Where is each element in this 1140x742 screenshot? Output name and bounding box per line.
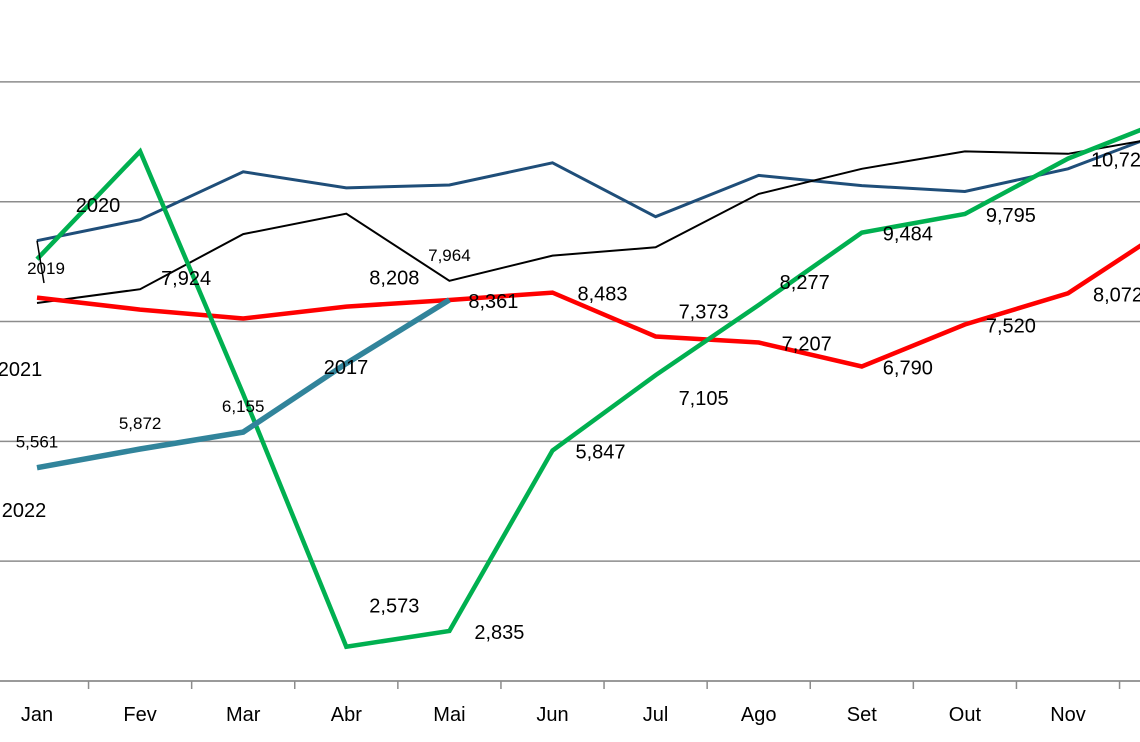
x-tick-label: Jul — [643, 704, 669, 726]
data-label-2017: 8,072 — [1093, 284, 1140, 306]
x-tick-label: Jan — [21, 704, 53, 726]
series-line-2021 — [36, 140, 1140, 304]
data-label-2021: 7,924 — [161, 268, 211, 290]
series-line-2022 — [36, 297, 451, 471]
data-label-2017: 7,520 — [986, 316, 1036, 338]
data-label-2017: 8,483 — [577, 284, 627, 306]
series-tag-2019: 2019 — [27, 259, 65, 278]
data-label-2020: 2,573 — [369, 596, 419, 618]
data-label-2020: 9,795 — [986, 205, 1036, 227]
data-label-2017: 7,207 — [782, 334, 832, 356]
series-tag-2021: 2021 — [0, 359, 42, 381]
x-tick-label: Fev — [123, 704, 156, 726]
data-label-2017: 8,208 — [369, 268, 419, 290]
series-tag-leader — [36, 240, 45, 284]
data-label-2020: 9,484 — [883, 224, 933, 246]
data-label-2022: 6,155 — [222, 397, 265, 416]
data-label-2020: 5,847 — [575, 442, 625, 464]
data-label-2020: 7,105 — [679, 388, 729, 410]
x-tick-label: Mai — [433, 704, 465, 726]
data-label-2020: 8,277 — [780, 272, 830, 294]
series-line-2019 — [36, 139, 1140, 243]
series-tag-2022: 2022 — [2, 500, 47, 522]
data-label-2020: 2,835 — [474, 622, 524, 644]
data-label-2022: 5,561 — [16, 433, 59, 452]
series-tags: 2017 2019 2020 2021 2022 — [0, 195, 368, 522]
x-tick-label: Set — [847, 704, 877, 726]
data-label-2022: 5,872 — [119, 414, 162, 433]
data-label-2022: 8,361 — [468, 291, 518, 313]
data-label-2017: 6,790 — [883, 357, 933, 379]
x-tick-label: Nov — [1050, 704, 1086, 726]
x-tick-label: Out — [949, 704, 982, 726]
data-labels: 8,208 8,483 7,373 7,207 6,790 7,520 8,072 2,573… — [16, 150, 1140, 644]
data-label-2020: 10,72 — [1091, 150, 1140, 172]
x-tick-label: Mar — [226, 704, 261, 726]
x-axis: JanFevMarAbrMaiJunJulAgoSetOutNovDez — [0, 680, 1140, 726]
x-tick-label: Abr — [331, 704, 362, 726]
series-line-2020 — [35, 127, 1140, 650]
x-tick-label: Ago — [741, 704, 777, 726]
data-label-2017: 7,373 — [679, 302, 729, 324]
series-tag-2017: 2017 — [324, 357, 369, 379]
x-tick-label: Jun — [536, 704, 568, 726]
series-lines — [35, 127, 1140, 650]
series-tag-2020: 2020 — [76, 195, 121, 217]
series-line-2017 — [36, 243, 1140, 369]
data-label-2021: 7,964 — [428, 246, 471, 265]
